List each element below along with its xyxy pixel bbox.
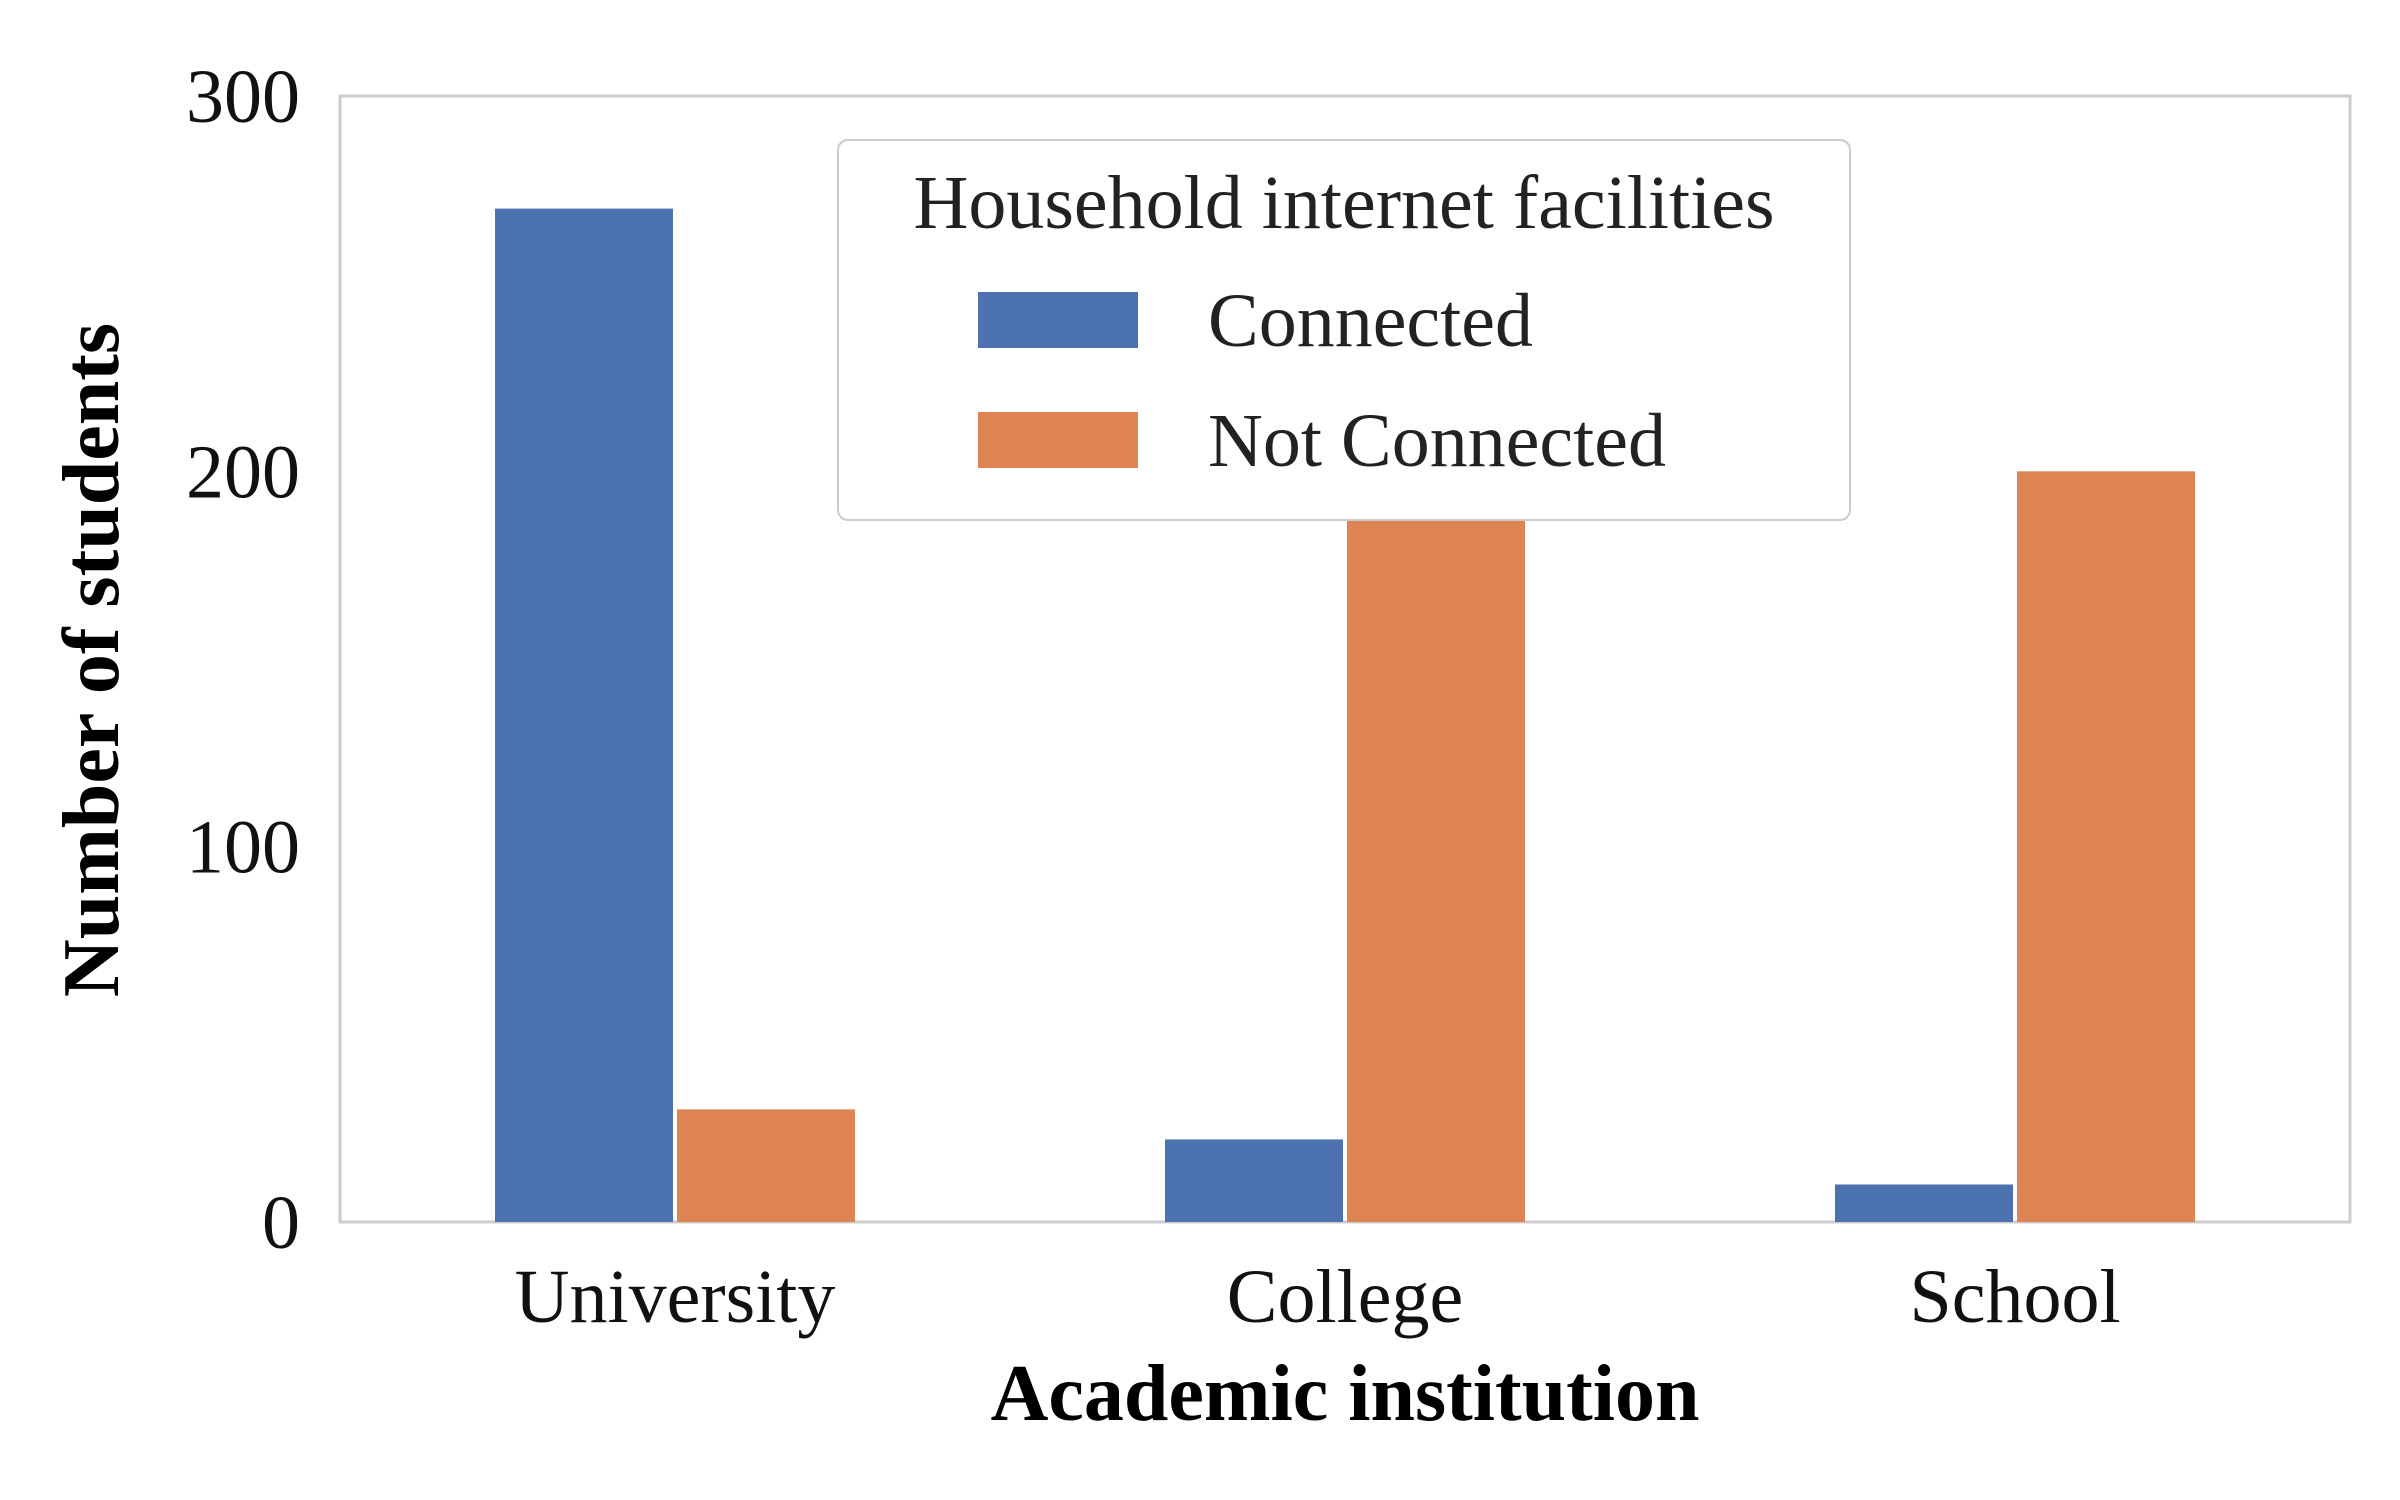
- y-ticks-group: 0 100 200 300: [186, 55, 300, 1265]
- x-axis-label: Academic institution: [991, 1350, 1700, 1438]
- bar-not-connected-college: [1347, 516, 1525, 1222]
- bar-not-connected-school: [2017, 471, 2195, 1222]
- y-axis-label: Number of students: [48, 323, 136, 997]
- y-tick-label: 200: [186, 430, 300, 514]
- x-ticks-group: University College School: [515, 1255, 2121, 1339]
- bar-connected-college: [1165, 1139, 1343, 1222]
- x-tick-label: College: [1227, 1255, 1463, 1339]
- x-tick-label: University: [515, 1255, 836, 1339]
- legend-title: Household internet facilities: [913, 161, 1774, 245]
- bar-connected-school: [1835, 1184, 2013, 1222]
- legend-label-connected: Connected: [1208, 279, 1533, 363]
- y-tick-label: 0: [262, 1181, 300, 1265]
- bar-not-connected-university: [677, 1109, 855, 1222]
- legend-label-not-connected: Not Connected: [1208, 399, 1666, 483]
- legend-swatch-connected: [978, 292, 1138, 348]
- legend: Household internet facilities Connected …: [837, 139, 1851, 521]
- x-tick-label: School: [1909, 1255, 2120, 1339]
- y-tick-label: 100: [186, 806, 300, 890]
- bars-group: [495, 208, 2195, 1223]
- bar-connected-university: [495, 208, 673, 1223]
- legend-swatch-not-connected: [978, 412, 1138, 468]
- y-tick-label: 300: [186, 55, 300, 139]
